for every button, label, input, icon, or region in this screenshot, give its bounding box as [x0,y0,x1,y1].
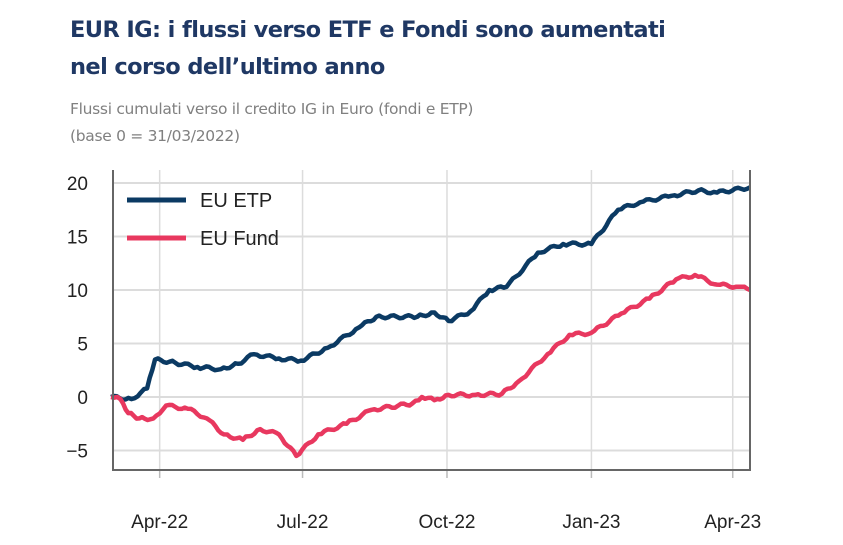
y-tick-label: 0 [77,388,88,409]
series-line-eu-fund [110,272,751,459]
title-line-2: nel corso dell’ultimo anno [70,54,385,80]
legend-label-eu-fund: EU Fund [200,228,279,250]
x-tick-label: Jan-23 [562,512,620,533]
y-tick-label: −5 [66,442,88,463]
x-tick-label: Apr-23 [704,512,761,533]
subtitle-line-2: (base 0 = 31/03/2022) [70,127,240,145]
y-tick-label: 5 [77,335,88,356]
legend-label-eu-etp: EU ETP [200,190,272,212]
y-tick-label: 15 [67,228,88,249]
y-tick-label: 10 [67,281,88,302]
x-tick-label: Jul-22 [277,512,329,533]
chart-title: EUR IG: i flussi verso ETF e Fondi sono … [70,12,830,86]
subtitle-line-1: Flussi cumulati verso il credito IG in E… [70,100,474,118]
x-tick-label: Oct-22 [418,512,475,533]
chart-subtitle: Flussi cumulati verso il credito IG in E… [70,96,473,150]
x-tick-label: Apr-22 [131,512,188,533]
plot-frame [112,170,751,471]
series-line-eu-etp [110,185,752,403]
legend: EU ETP EU Fund [127,190,279,250]
title-line-1: EUR IG: i flussi verso ETF e Fondi sono … [70,17,666,43]
y-tick-label: 20 [67,174,88,195]
